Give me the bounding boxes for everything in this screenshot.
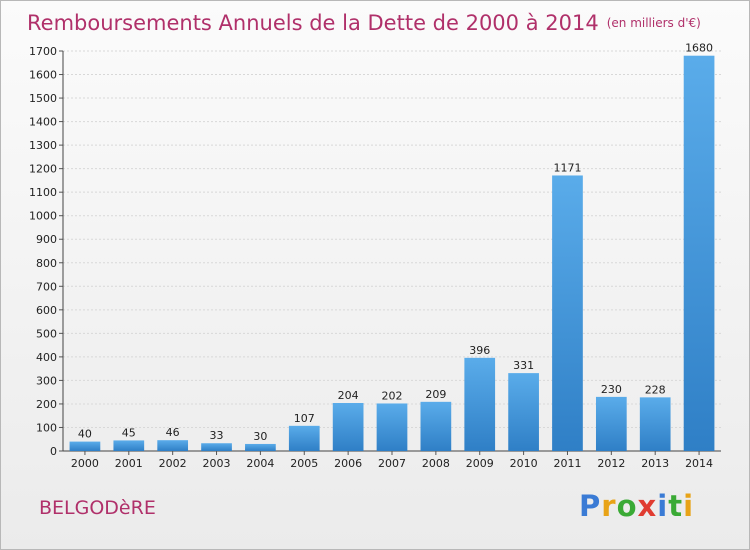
unit-text: (en milliers d'€) [606,16,701,30]
y-tick-label: 1700 [29,45,57,58]
bar [420,401,452,451]
y-tick-label: 1200 [29,163,57,176]
logo-letter: r [601,489,617,523]
logo-letter: t [668,489,684,523]
bar-value-label: 45 [122,426,136,439]
x-tick-label: 2003 [203,457,231,470]
x-tick-label: 2007 [378,457,406,470]
bar-value-label: 46 [166,426,180,439]
x-tick-label: 2000 [71,457,99,470]
y-tick-label: 900 [36,233,57,246]
logo-letter: i [683,489,695,523]
bar-value-label: 228 [645,383,666,396]
x-tick-label: 2011 [553,457,581,470]
logo-letter: x [637,489,658,523]
chart-title: Remboursements Annuels de la Dette de 20… [27,11,701,35]
x-tick-label: 2009 [466,457,494,470]
y-tick-label: 1100 [29,186,57,199]
y-tick-label: 300 [36,374,57,387]
y-tick-label: 400 [36,351,57,364]
x-tick-label: 2004 [246,457,274,470]
logo-letter: P [579,489,602,523]
x-tick-label: 2006 [334,457,362,470]
y-tick-label: 700 [36,280,57,293]
bar-value-label: 1680 [685,42,713,55]
bar [201,443,232,451]
bar [245,443,276,451]
bar-value-label: 1171 [553,161,581,174]
bar-value-label: 331 [513,359,534,372]
bar-value-label: 204 [338,389,359,402]
bar-value-label: 230 [601,383,622,396]
y-tick-label: 0 [50,445,57,458]
bar [552,175,583,451]
x-tick-label: 2010 [510,457,538,470]
y-tick-label: 100 [36,421,57,434]
x-tick-label: 2012 [597,457,625,470]
bar [157,440,189,451]
bar [508,373,539,451]
y-tick-label: 600 [36,304,57,317]
bar-value-label: 209 [425,388,446,401]
bar-value-label: 30 [253,430,267,443]
x-tick-label: 2002 [159,457,187,470]
bar [376,403,408,451]
y-tick-label: 1400 [29,116,57,129]
x-tick-label: 2001 [115,457,143,470]
y-tick-label: 500 [36,327,57,340]
bar [288,425,320,451]
x-tick-label: 2014 [685,457,713,470]
y-tick-label: 1300 [29,139,57,152]
title-text: Remboursements Annuels de la Dette de 20… [27,11,599,35]
bar-value-label: 396 [469,344,490,357]
proxiti-logo: Proxiti [579,489,694,523]
x-tick-label: 2013 [641,457,669,470]
logo-letter: o [616,489,638,523]
bar [69,441,101,451]
bar-value-label: 40 [78,428,92,441]
bar [464,357,496,451]
bar-value-label: 107 [294,412,315,425]
y-tick-label: 800 [36,257,57,270]
logo-letter: i [657,489,669,523]
x-tick-label: 2005 [290,457,318,470]
bar [639,397,671,451]
bar-value-label: 33 [210,429,224,442]
bar-value-label: 202 [382,389,403,402]
bar [332,403,364,451]
y-tick-label: 1000 [29,210,57,223]
y-tick-label: 200 [36,398,57,411]
y-tick-label: 1500 [29,92,57,105]
bar [595,396,627,451]
y-tick-label: 1600 [29,69,57,82]
bar [113,440,145,451]
commune-name: BELGODèRE [39,497,156,519]
bar [683,55,715,452]
x-tick-label: 2008 [422,457,450,470]
